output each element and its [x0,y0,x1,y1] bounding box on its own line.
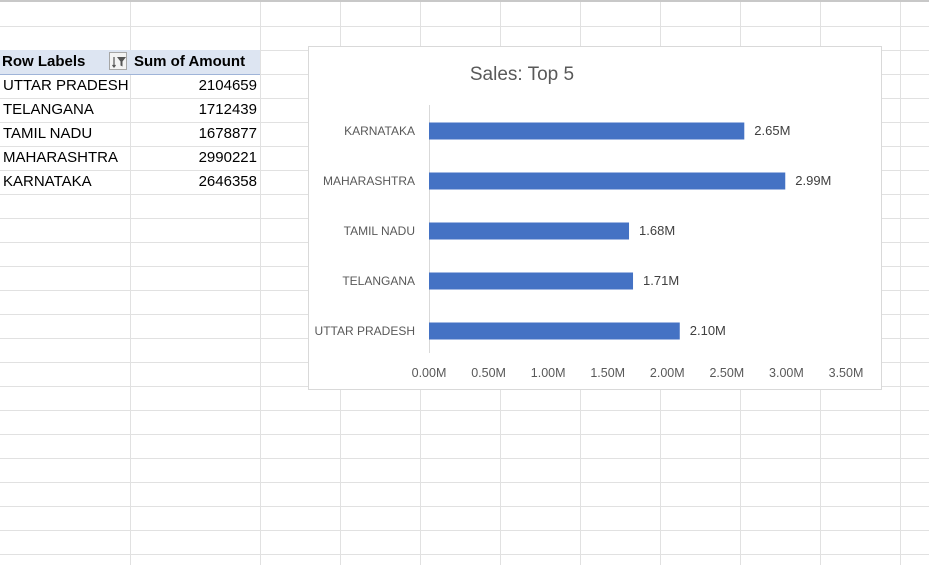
sum-of-amount-header[interactable]: Sum of Amount [134,53,246,70]
category-label: UTTAR PRADESH [315,324,415,338]
row-labels-header[interactable]: Row Labels [2,53,86,70]
pivot-row[interactable]: TAMIL NADU 1678877 [0,122,260,146]
pivot-row-value: 1712439 [198,101,257,118]
data-label: 2.99M [795,173,831,188]
x-tick-label: 3.50M [829,366,864,380]
x-tick-label: 3.00M [769,366,804,380]
x-tick-label: 2.00M [650,366,685,380]
category-label: MAHARASHTRA [323,174,415,188]
pivot-row[interactable]: KARNATAKA 2646358 [0,170,260,194]
bar[interactable] [429,222,630,240]
category-label: TELANGANA [342,274,415,288]
pivot-row[interactable]: TELANGANA 1712439 [0,98,260,122]
pivot-row-label: UTTAR PRADESH [3,77,129,94]
x-tick-label: 2.50M [709,366,744,380]
pivot-row-value: 2104659 [198,77,257,94]
pivot-row-label: MAHARASHTRA [3,149,119,166]
pivot-row[interactable]: MAHARASHTRA 2990221 [0,146,260,170]
filter-sort-icon [112,57,126,68]
x-tick-label: 1.00M [531,366,566,380]
x-tick-label: 1.50M [590,366,625,380]
sales-chart[interactable]: Sales: Top 5 KARNATAKA 2.65M MAHARASHTRA 2.… [308,46,882,390]
pivot-header-row: Row Labels Sum of Amount [0,50,260,75]
x-tick-label: 0.50M [471,366,506,380]
data-label: 1.71M [643,273,679,288]
chart-plot: Sales: Top 5 KARNATAKA 2.65M MAHARASHTRA 2.… [315,64,864,380]
data-label: 1.68M [639,223,675,238]
pivot-row-value: 2646358 [198,173,257,190]
x-tick-label: 0.00M [412,366,447,380]
pivot-row[interactable]: UTTAR PRADESH 2104659 [0,74,260,98]
filter-sort-button[interactable] [109,52,127,70]
chart-title: Sales: Top 5 [470,64,574,85]
bar[interactable] [429,322,680,340]
pivot-row-label: TAMIL NADU [3,125,93,142]
pivot-row-label: TELANGANA [3,101,94,118]
pivot-row-label: KARNATAKA [3,173,92,190]
data-label: 2.65M [754,123,790,138]
category-label: TAMIL NADU [344,224,415,238]
pivot-row-value: 1678877 [198,125,257,142]
data-label: 2.10M [690,323,726,338]
category-label: KARNATAKA [344,124,415,138]
grid-top-border [0,0,929,2]
pivot-row-value: 2990221 [198,149,257,166]
bar[interactable] [429,172,786,190]
bar[interactable] [429,272,634,290]
bar[interactable] [429,122,745,140]
